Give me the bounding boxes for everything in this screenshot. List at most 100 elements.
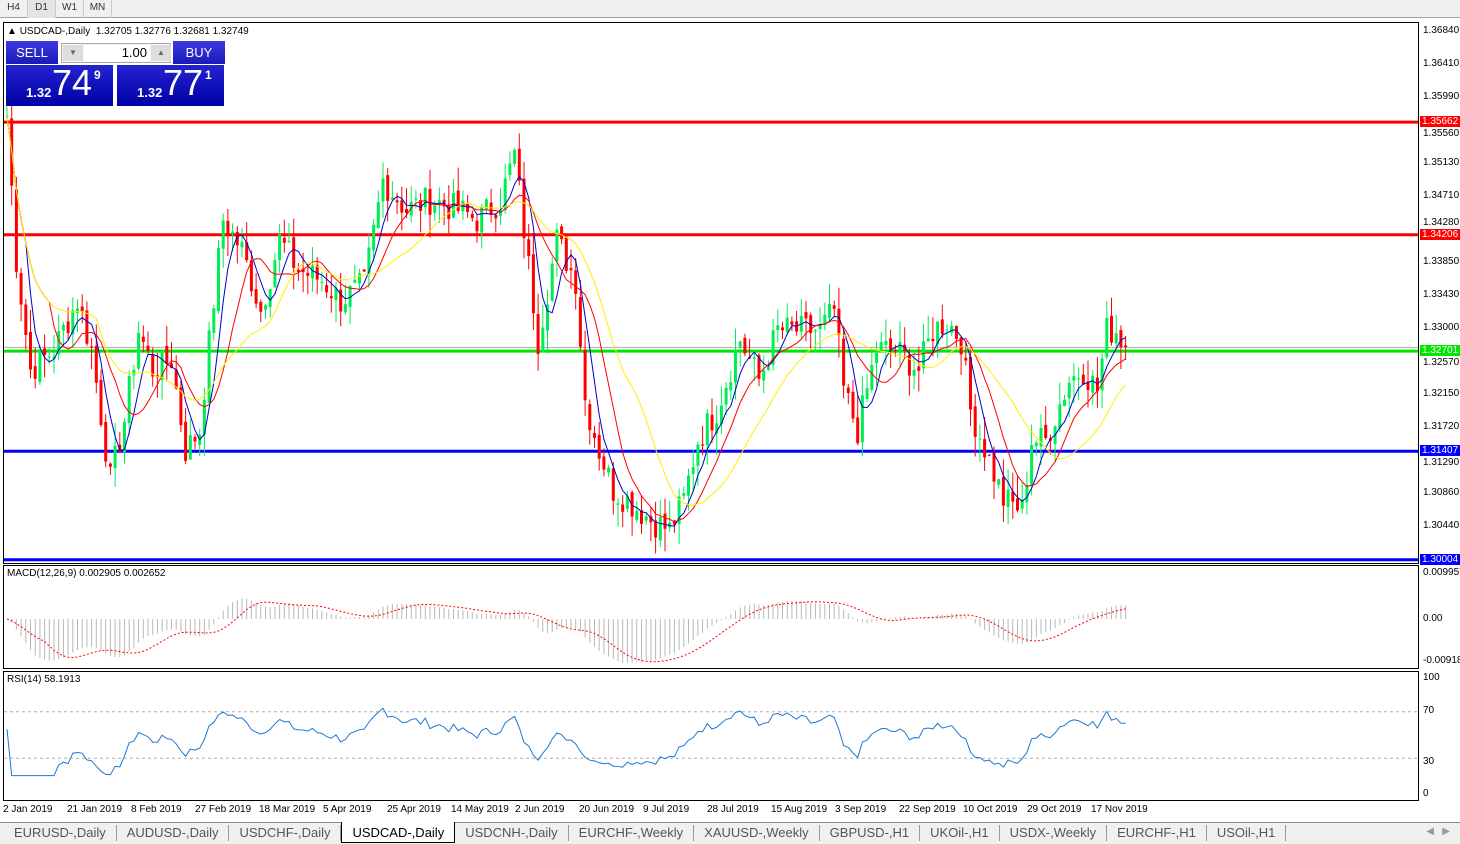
chart-tab[interactable]: USDX-,Weekly — [1000, 825, 1108, 841]
chart-tab[interactable]: EURCHF-,H1 — [1107, 825, 1207, 841]
candle-body — [489, 202, 493, 215]
lot-size-input[interactable]: 1.00 — [84, 45, 150, 61]
candle-body — [76, 308, 79, 313]
chart-tab[interactable]: UKOil-,H1 — [920, 825, 1000, 841]
candle-body — [311, 265, 314, 279]
candle-body — [395, 200, 399, 203]
chart-tab[interactable]: XAUUSD-,Weekly — [694, 825, 820, 841]
candle-body — [179, 387, 183, 426]
sell-button[interactable]: SELL — [6, 41, 58, 65]
candle-body — [804, 312, 808, 319]
candle-body — [470, 213, 474, 219]
candle-body — [245, 242, 249, 261]
lot-size-stepper[interactable]: ▼ 1.00 ▲ — [61, 43, 171, 63]
candle-body — [57, 331, 61, 355]
timeframe-w1[interactable]: W1 — [56, 0, 84, 18]
lot-decrease-button[interactable]: ▼ — [63, 45, 83, 61]
candle-body — [1114, 333, 1118, 344]
candle-body — [235, 231, 239, 246]
candle-body — [456, 190, 460, 212]
candle-body — [541, 327, 545, 353]
lot-increase-button[interactable]: ▲ — [151, 45, 171, 61]
candle-body — [987, 454, 991, 456]
candle-body — [973, 406, 977, 437]
rsi-pane[interactable] — [3, 671, 1419, 801]
chart-tab[interactable]: USDCNH-,Daily — [455, 825, 569, 841]
horizontal-line-price-tag: 1.34206 — [1420, 228, 1460, 240]
candle-body — [1034, 442, 1038, 446]
price-axis-label: 1.32150 — [1423, 387, 1460, 399]
candle-body — [437, 200, 441, 205]
candle-body — [978, 438, 982, 440]
candle-body — [433, 205, 437, 213]
tab-scroll-arrows[interactable]: ◀ ▶ — [1426, 826, 1450, 837]
candle-body — [376, 202, 380, 228]
candle-body — [677, 496, 681, 525]
candle-body — [264, 305, 267, 310]
candle-body — [127, 376, 131, 424]
candle-body — [672, 520, 676, 525]
candle-body — [578, 297, 582, 347]
timeframe-toolbar: H4 D1 W1 MN — [0, 0, 1460, 18]
candle-body — [922, 341, 925, 369]
candle-body — [202, 399, 206, 435]
candle-body — [954, 325, 958, 339]
candle-body — [964, 357, 968, 361]
horizontal-line-price-tag: 1.31407 — [1420, 445, 1460, 457]
candle-body — [710, 414, 714, 431]
chart-tab[interactable]: USDCHF-,Daily — [229, 825, 342, 841]
symbol-title: USDCAD-,Daily — [19, 26, 91, 37]
chart-tab[interactable]: EURUSD-,Daily — [4, 825, 117, 841]
date-label: 25 Apr 2019 — [387, 804, 441, 815]
candle-body — [1006, 489, 1010, 507]
candle-body — [240, 241, 244, 248]
candle-body — [325, 285, 329, 293]
date-label: 22 Sep 2019 — [899, 804, 956, 815]
horizontal-line-price-tag: 1.30004 — [1420, 553, 1460, 565]
macd-pane[interactable] — [3, 565, 1419, 669]
macd-axis-zero: 0.00 — [1423, 613, 1443, 624]
date-label: 2 Jun 2019 — [515, 804, 565, 815]
horizontal-line-price-tag: 1.32701 — [1420, 345, 1460, 357]
candle-body — [1072, 376, 1076, 381]
candle-body — [945, 329, 949, 331]
candle-body — [828, 304, 831, 318]
candle-body — [729, 382, 733, 391]
candle-body — [785, 317, 789, 333]
candle-body — [24, 304, 28, 335]
candle-body — [851, 391, 855, 419]
candle-body — [207, 330, 211, 403]
candle-body — [583, 349, 587, 401]
buy-button[interactable]: BUY — [173, 41, 225, 65]
candle-body — [282, 237, 286, 243]
candle-body — [846, 387, 850, 394]
candle-body — [781, 327, 784, 331]
candle-body — [386, 175, 390, 201]
timeframe-mn[interactable]: MN — [84, 0, 112, 18]
candle-body — [621, 504, 625, 512]
date-label: 3 Sep 2019 — [835, 804, 887, 815]
candle-body — [696, 444, 700, 466]
sell-price[interactable]: 1.32 74 9 — [6, 62, 113, 106]
candle-body — [719, 405, 723, 425]
candle-body — [320, 281, 324, 283]
candle-body — [1067, 382, 1071, 399]
timeframe-d1[interactable]: D1 — [28, 0, 56, 18]
candle-body — [94, 345, 98, 383]
timeframe-h4[interactable]: H4 — [0, 0, 28, 18]
candle-body — [292, 237, 296, 268]
chart-tab[interactable]: GBPUSD-,H1 — [820, 825, 921, 841]
sell-price-pips: 74 — [52, 62, 93, 103]
price-axis-label: 1.34710 — [1423, 189, 1460, 201]
buy-price[interactable]: 1.32 77 1 — [117, 62, 224, 106]
candle-body — [66, 321, 70, 334]
candle-body — [1001, 477, 1005, 506]
chart-tab[interactable]: AUDUSD-,Daily — [117, 825, 230, 841]
chart-tab[interactable]: USOil-,H1 — [1207, 825, 1287, 841]
chart-tab[interactable]: USDCAD-,Daily — [341, 822, 456, 843]
candle-body — [870, 365, 874, 391]
candle-body — [513, 149, 517, 164]
candle-body — [1091, 375, 1095, 393]
chart-tab[interactable]: EURCHF-,Weekly — [569, 825, 695, 841]
